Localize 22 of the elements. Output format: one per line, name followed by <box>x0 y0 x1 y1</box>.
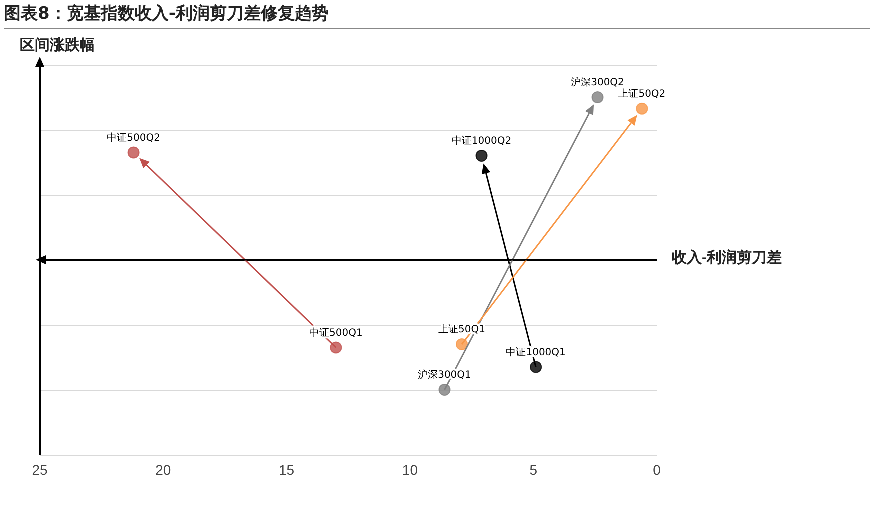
x-tick-label: 0 <box>653 462 662 478</box>
x-axis-title: 收入-利润剪刀差 <box>672 248 782 266</box>
point <box>530 361 542 374</box>
x-tick-label: 5 <box>530 462 538 478</box>
annotation: 中证1000Q2 <box>452 135 512 147</box>
point <box>636 102 648 115</box>
annotation: 沪深300Q2 <box>571 76 624 88</box>
chart-title: 图表8：宽基指数收入-利润剪刀差修复趋势 <box>4 2 870 29</box>
point <box>476 150 488 162</box>
x-tick-label: 25 <box>32 462 48 478</box>
x-tick-label: 15 <box>279 462 295 478</box>
annotation: 上证50Q2 <box>618 88 666 100</box>
point <box>592 92 604 104</box>
point <box>128 146 140 159</box>
annotation: 中证500Q2 <box>107 132 160 144</box>
annotation: 沪深300Q1 <box>418 369 472 381</box>
x-tick-label: 10 <box>402 462 418 478</box>
point <box>438 384 451 396</box>
point <box>330 342 342 354</box>
y-axis-title: 区间涨跌幅 <box>20 37 95 54</box>
x-tick-label: 20 <box>156 462 172 478</box>
point <box>456 338 468 350</box>
